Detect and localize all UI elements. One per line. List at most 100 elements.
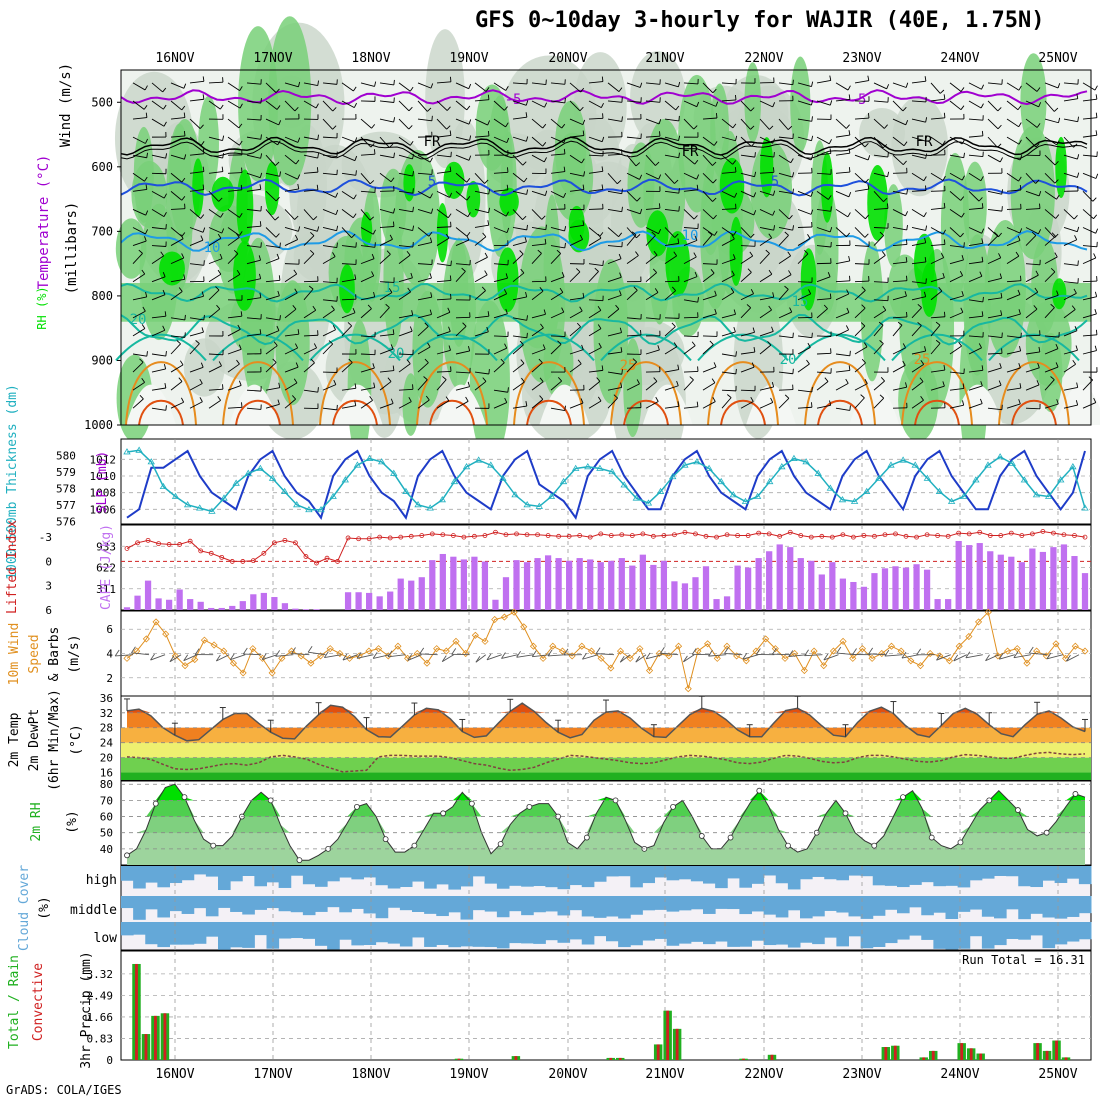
wind-barb: [189, 383, 203, 391]
cloud-bar: [205, 922, 219, 937]
cape-bar: [587, 559, 594, 610]
lifted-index-point: [156, 541, 161, 547]
wind-barb: [588, 347, 602, 355]
wind-barb: [968, 82, 982, 90]
wind-barb-flag: [144, 176, 148, 182]
wind-barb: [759, 386, 774, 391]
wind-barb: [816, 245, 831, 248]
wind-barb: [322, 154, 337, 157]
surface-wind-barb: [501, 654, 518, 659]
wind-barb: [322, 384, 337, 391]
cloud-bar: [690, 866, 704, 882]
lifted-index-point: [766, 531, 772, 537]
wind-barb-flag: [525, 291, 528, 298]
wind-barb: [778, 397, 790, 409]
wind-barb-flag: [621, 116, 623, 122]
wind-barb: [493, 347, 507, 355]
thickness-point: [741, 497, 750, 504]
thickness-point: [705, 464, 713, 471]
wind-barb: [303, 189, 318, 192]
cape-bar: [481, 561, 489, 610]
cloud-bar: [812, 922, 825, 945]
wind-barb: [759, 227, 774, 231]
cloud-bar: [715, 922, 728, 942]
wind-barb: [455, 100, 468, 111]
wind-barb-flag: [677, 364, 680, 370]
wind-barb: [246, 259, 261, 265]
wind-barb: [588, 263, 603, 266]
wind-barb: [740, 227, 752, 238]
wind-barb-flag: [961, 212, 965, 218]
wind-barb: [664, 82, 679, 88]
wind-barb-flag: [332, 107, 337, 112]
wind-barb: [1044, 190, 1057, 200]
cape-bar: [987, 551, 994, 610]
wind-speed-point: [762, 635, 770, 643]
wind-barb: [132, 100, 145, 110]
wind-barb: [930, 227, 944, 235]
surface-wind-barb: [419, 653, 438, 656]
cape-bar: [660, 560, 668, 610]
surface-wind-barb-flag: [183, 654, 189, 661]
wind-barb: [1082, 280, 1098, 283]
lifted-index-point: [587, 534, 593, 540]
wind-barb: [170, 190, 183, 201]
wind-barb: [588, 154, 604, 157]
wind-barb: [265, 330, 280, 337]
cloud-bar: [484, 922, 498, 948]
wind-barb: [170, 364, 184, 373]
cloud-bar: [715, 866, 728, 889]
wind-barb: [626, 136, 641, 140]
wind-barb: [132, 227, 146, 235]
wind-barb-flag: [503, 289, 508, 294]
thickness-point: [790, 454, 798, 461]
rh-shade-dark: [800, 248, 817, 311]
wind-barb-flag: [294, 106, 299, 112]
wind-barb-flag: [371, 271, 375, 277]
wind-barb-flag: [144, 85, 148, 91]
wind-barb-flag: [392, 365, 395, 371]
wind-barb: [265, 279, 280, 283]
wind-barb-flag: [239, 86, 243, 91]
wind-barb-flag: [564, 242, 566, 248]
wind-barb: [930, 369, 945, 373]
wind-barb: [132, 117, 147, 120]
cloud-bar: [375, 866, 389, 886]
wind-barb: [949, 136, 963, 145]
wind-barb-flag: [1095, 130, 1098, 136]
cloud-level-label: middle: [70, 903, 117, 918]
wind-barb-flag: [482, 232, 487, 238]
wind-barb-flag: [618, 232, 623, 237]
cloud-bar: [230, 922, 243, 948]
wind-barb-flag: [561, 271, 565, 277]
thickness-point: [753, 492, 762, 499]
wind-barb: [911, 172, 925, 182]
wind-barb-flag: [576, 268, 581, 273]
wind-barb: [740, 172, 755, 178]
wind-barb: [683, 118, 695, 130]
precip-convective-bar: [135, 963, 138, 1060]
wind-speed-point: [316, 652, 325, 660]
cloud-bar: [266, 896, 280, 909]
surface-wind-barb-flag: [441, 655, 447, 662]
wind-barb-flag: [1074, 235, 1078, 240]
wind-barb: [1044, 235, 1056, 246]
wind-barb-flag: [145, 184, 148, 190]
wind-barb: [512, 335, 527, 339]
ylabel-temperature: Temperature (°C): [36, 155, 52, 290]
wind-barb-flag: [940, 252, 945, 258]
wind-barb: [626, 234, 637, 246]
wind-barb-flag: [787, 251, 792, 257]
wind-barb-flag: [787, 125, 793, 130]
wind-barb-flag: [412, 225, 415, 231]
surface-wind-barb-flag: [451, 648, 457, 655]
cloud-bar: [302, 866, 316, 885]
wind-barb-flag: [333, 379, 337, 385]
wind-barb: [550, 335, 566, 338]
wind-barb-flag: [351, 233, 356, 238]
wind-barb: [1006, 335, 1021, 339]
wind-barb-flag: [469, 135, 472, 141]
isotherm-20-dome: [988, 333, 1080, 362]
isotherm-30-dome: [235, 399, 281, 426]
thickness-point: [911, 461, 919, 468]
